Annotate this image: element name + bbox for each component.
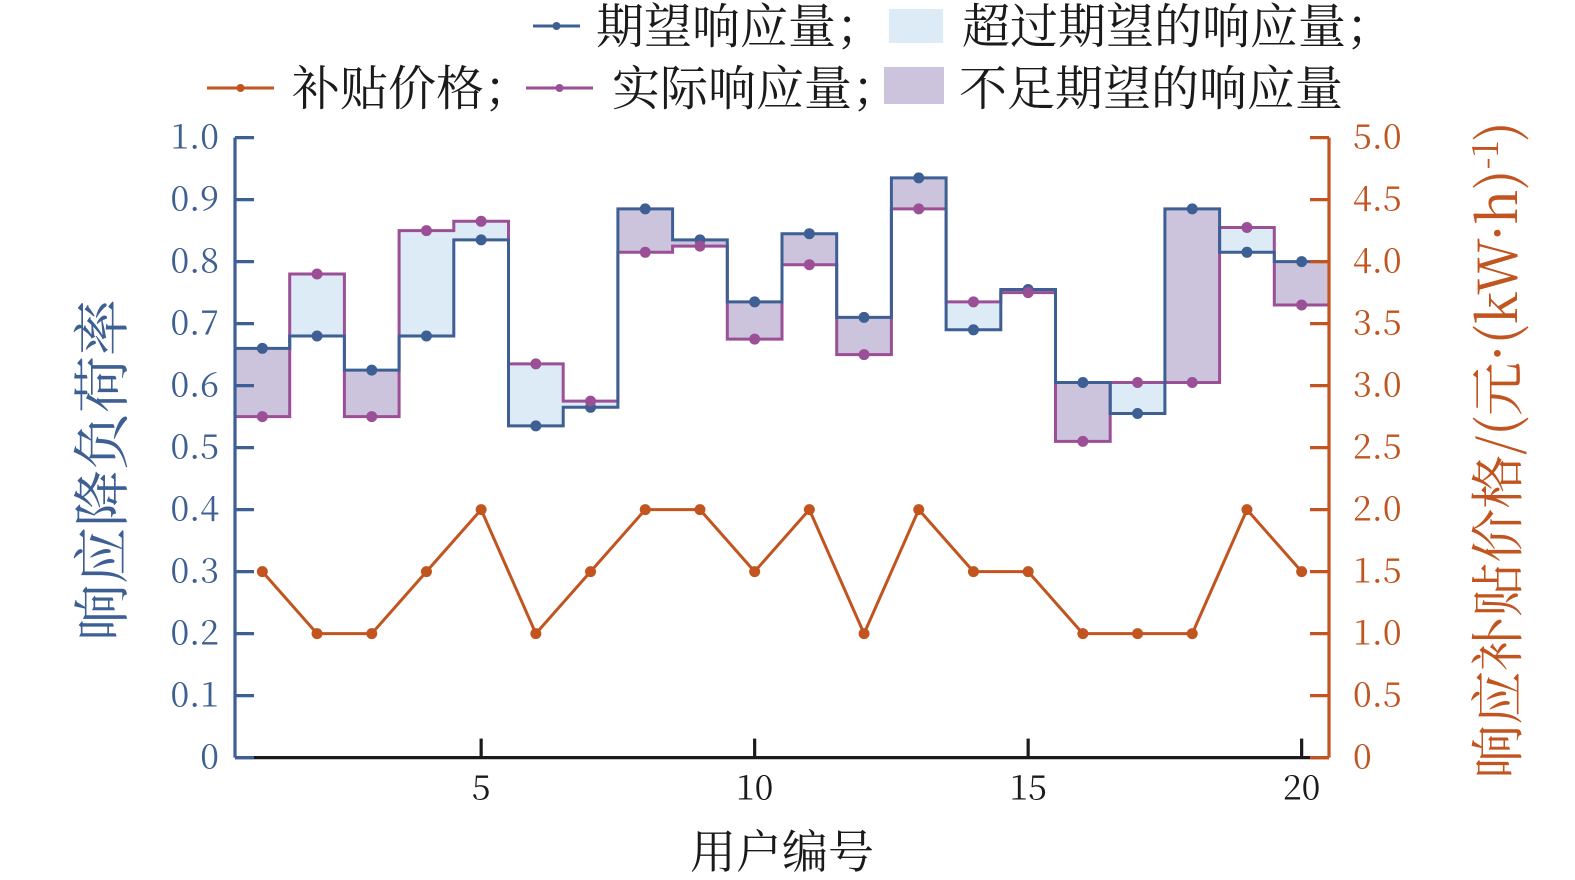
svg-text:5: 5 [472, 761, 491, 810]
svg-text:0.4: 0.4 [170, 482, 219, 531]
svg-text:4.0: 4.0 [1353, 234, 1402, 283]
svg-text:0: 0 [200, 730, 219, 779]
svg-text:0.3: 0.3 [170, 544, 219, 593]
svg-text:0.6: 0.6 [170, 358, 219, 407]
svg-text:0.9: 0.9 [170, 172, 219, 221]
svg-text:1.0: 1.0 [1353, 606, 1402, 655]
svg-text:4.5: 4.5 [1353, 172, 1402, 221]
svg-text:3.0: 3.0 [1353, 358, 1402, 407]
svg-text:响应补贴价格/(元·(kW·h)-1): 响应补贴价格/(元·(kW·h)-1) [1456, 121, 1533, 778]
svg-text:0.8: 0.8 [170, 234, 219, 283]
svg-text:3.5: 3.5 [1353, 296, 1402, 345]
svg-text:0.1: 0.1 [170, 668, 219, 717]
svg-text:2.5: 2.5 [1353, 420, 1402, 469]
svg-text:20: 20 [1283, 761, 1320, 810]
svg-text:10: 10 [736, 761, 773, 810]
svg-text:超过期望的响应量；: 超过期望的响应量； [962, 0, 1394, 57]
svg-text:15: 15 [1009, 761, 1046, 810]
svg-text:1.5: 1.5 [1353, 544, 1402, 593]
svg-text:不足期望的响应量: 不足期望的响应量 [959, 50, 1343, 119]
svg-text:0.7: 0.7 [170, 296, 219, 345]
svg-text:2.0: 2.0 [1353, 482, 1402, 531]
svg-text:0.5: 0.5 [170, 420, 219, 469]
svg-text:补贴价格；: 补贴价格； [292, 50, 532, 119]
svg-text:0.5: 0.5 [1353, 668, 1402, 717]
svg-text:用户编号: 用户编号 [690, 816, 874, 880]
svg-text:5.0: 5.0 [1353, 110, 1402, 159]
svg-text:响应降负荷率: 响应降负荷率 [57, 299, 139, 641]
svg-text:实际响应量；: 实际响应量； [612, 50, 900, 119]
svg-text:0.2: 0.2 [170, 606, 219, 655]
svg-text:1.0: 1.0 [170, 110, 219, 159]
svg-text:期望响应量；: 期望响应量； [596, 0, 884, 57]
svg-text:0: 0 [1353, 730, 1372, 779]
